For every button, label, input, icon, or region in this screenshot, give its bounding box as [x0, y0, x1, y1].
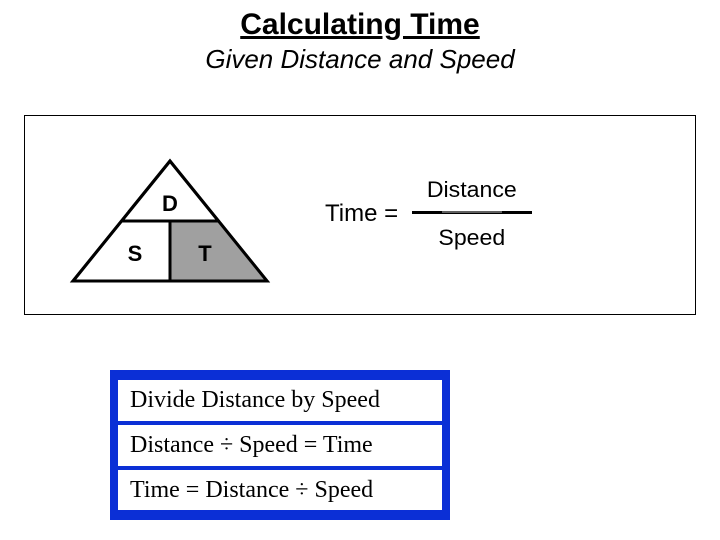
diagram-container: D S T Time = Distance Speed: [24, 115, 696, 315]
formula-denominator: Speed: [439, 226, 506, 249]
formula-lhs: Time =: [325, 200, 398, 228]
fraction-bar-inner: [442, 211, 502, 213]
page-title: Calculating Time: [0, 8, 720, 42]
triangle-label-d: D: [162, 191, 178, 216]
header: Calculating Time Given Distance and Spee…: [0, 0, 720, 75]
steps-panel: Divide Distance by Speed Distance ÷ Spee…: [110, 370, 450, 520]
triangle-cell-t-fill: [170, 221, 267, 281]
page-subtitle: Given Distance and Speed: [0, 44, 720, 75]
step-line-3: Time = Distance ÷ Speed: [118, 470, 442, 511]
triangle-label-t: T: [198, 241, 212, 266]
step-line-1: Divide Distance by Speed: [118, 380, 442, 421]
formula-numerator: Distance: [427, 178, 517, 201]
formula-fraction: Distance Speed: [412, 178, 532, 249]
step-line-2: Distance ÷ Speed = Time: [118, 425, 442, 466]
time-formula: Time = Distance Speed: [325, 178, 532, 249]
dst-triangle: D S T: [65, 156, 275, 291]
triangle-label-s: S: [128, 241, 143, 266]
